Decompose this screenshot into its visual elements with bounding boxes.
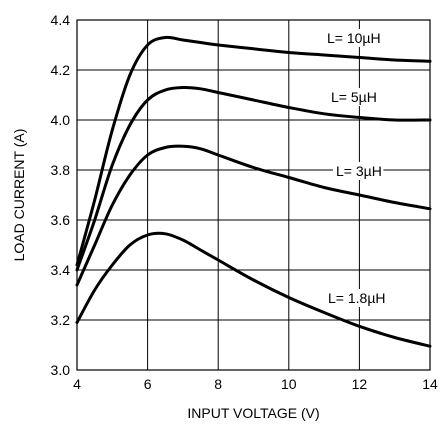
plot-frame — [76, 19, 431, 371]
series-label: L= 5µH — [331, 89, 377, 105]
y-tick-label: 3.2 — [51, 312, 71, 328]
y-tick-label: 3.0 — [51, 362, 71, 378]
x-tick-labels: 4 6 8 10 12 14 — [73, 376, 438, 392]
series-label-background — [325, 289, 391, 307]
x-tick-label: 4 — [73, 376, 81, 392]
x-tick-label: 12 — [352, 376, 368, 392]
series-line — [75, 85, 432, 272]
y-axis-label: LOAD CURRENT (A) — [11, 129, 27, 262]
series-label-background — [333, 162, 384, 180]
y-tick-label: 4.2 — [51, 62, 71, 78]
series-lines — [75, 35, 432, 348]
series-label: L= 1.8µH — [328, 290, 386, 306]
series-label-background — [328, 88, 379, 106]
x-tick-label: 10 — [281, 376, 297, 392]
y-tick-label: 4.0 — [51, 112, 71, 128]
y-tick-label: 4.4 — [51, 12, 71, 28]
y-tick-labels: 3.0 3.2 3.4 3.6 3.8 4.0 4.2 4.4 — [51, 12, 71, 378]
x-tick-label: 6 — [144, 376, 152, 392]
series-label: L= 10µH — [327, 30, 381, 46]
series-labels: L= 10µH L= 5µH L= 3µH L= 1.8µH — [324, 29, 391, 307]
x-tick-label: 14 — [422, 376, 438, 392]
y-tick-label: 3.6 — [51, 212, 71, 228]
series-label-background — [324, 29, 382, 47]
series-line — [75, 35, 432, 267]
y-tick-label: 3.8 — [51, 162, 71, 178]
x-tick-label: 8 — [214, 376, 222, 392]
series-line — [75, 144, 432, 287]
series-label: L= 3µH — [336, 163, 382, 179]
y-tick-label: 3.4 — [51, 262, 71, 278]
x-axis-label: INPUT VOLTAGE (V) — [187, 405, 319, 421]
series-line — [75, 231, 432, 348]
